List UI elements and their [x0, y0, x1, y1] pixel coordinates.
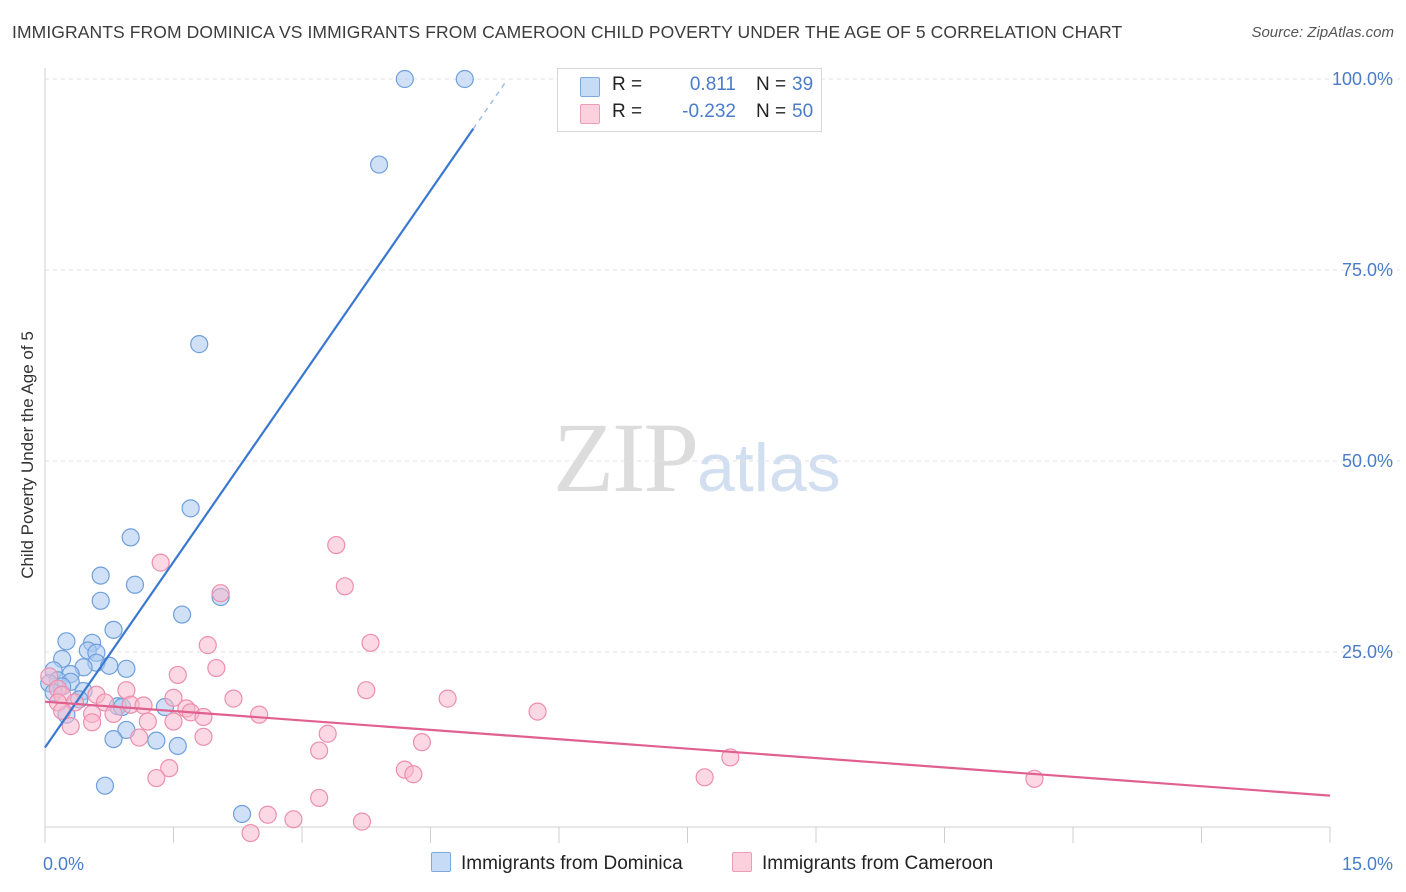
cameroon-point — [412, 733, 432, 752]
cameroon-point — [310, 788, 329, 808]
cameroon-point — [438, 689, 457, 708]
dominica-point — [95, 776, 115, 795]
legend-r-value: 0.811 — [689, 74, 736, 95]
cameroon-point — [335, 577, 354, 596]
dominica-point — [91, 566, 110, 585]
cameroon-point — [194, 707, 213, 727]
bottom-legend-swatch-cameroon — [732, 852, 752, 872]
watermark: ZIPatlas — [553, 400, 841, 515]
cameroon-point — [258, 805, 277, 824]
y-tick-label: 75.0% — [1342, 260, 1393, 280]
cameroon-point — [130, 728, 149, 747]
dominica-point — [181, 499, 200, 518]
cameroon-point — [318, 724, 337, 743]
bottom-legend-label-dominica: Immigrants from Dominica — [461, 853, 683, 874]
source-label: Source: ZipAtlas.com — [1251, 24, 1394, 41]
dominica-point — [104, 620, 123, 639]
dominica-point — [91, 591, 110, 610]
cameroon-point — [134, 696, 153, 715]
legend-r-value: -0.232 — [682, 101, 736, 122]
cameroon-point — [138, 712, 157, 731]
y-tick-label: 100.0% — [1332, 69, 1393, 89]
cameroon-point — [211, 584, 230, 603]
dominica-trend-extension — [472, 78, 509, 130]
cameroon-point — [194, 727, 213, 746]
dominica-point — [370, 155, 389, 174]
bottom-legend-dominica: Immigrants from Dominica — [431, 852, 683, 875]
legend-n-value: 39 — [792, 74, 814, 95]
bottom-legend-swatch-dominica — [431, 852, 451, 872]
x-tick-label: 15.0% — [1342, 854, 1393, 874]
legend-swatch-dominica — [580, 77, 600, 97]
cameroon-point — [241, 823, 260, 843]
cameroon-point — [250, 705, 269, 724]
cameroon-point — [357, 681, 376, 700]
bottom-legend-cameroon: Immigrants from Cameroon — [732, 852, 993, 875]
dominica-point — [455, 69, 474, 89]
dominica-point — [125, 575, 145, 594]
correlation-legend: R = 0.811 N = 39 R = -0.232 N = 50 — [557, 68, 822, 132]
dominica-point — [172, 605, 192, 624]
y-tick-label: 25.0% — [1342, 642, 1393, 662]
dominica-point — [100, 656, 119, 675]
dominica-point — [104, 729, 123, 749]
bottom-legend-label-cameroon: Immigrants from Cameroon — [762, 853, 994, 874]
cameroon-point — [168, 665, 187, 685]
cameroon-point — [83, 713, 102, 732]
dominica-point — [232, 804, 252, 824]
cameroon-point — [164, 712, 183, 731]
cameroon-point — [104, 704, 123, 723]
cameroon-point — [695, 768, 714, 787]
cameroon-point — [198, 636, 217, 655]
cameroon-point — [160, 759, 179, 778]
dominica-point — [57, 632, 76, 651]
cameroon-point — [310, 741, 329, 760]
cameroon-point — [361, 633, 380, 652]
watermark-atlas: atlas — [697, 430, 841, 506]
cameroon-point — [151, 553, 170, 572]
y-tick-label: 50.0% — [1342, 451, 1393, 471]
chart-title: IMMIGRANTS FROM DOMINICA VS IMMIGRANTS F… — [12, 22, 1123, 42]
dominica-point — [395, 69, 414, 89]
legend-r-label: R = — [612, 101, 643, 122]
cameroon-point — [61, 717, 80, 736]
dominica-point — [190, 335, 209, 354]
x-tick-label: 0.0% — [43, 854, 84, 874]
cameroon-point — [284, 810, 303, 829]
legend-n-value: 50 — [792, 101, 814, 122]
cameroon-point — [528, 702, 547, 721]
legend-swatch-cameroon — [580, 104, 600, 124]
dominica-point — [168, 736, 187, 756]
dominica-point — [117, 659, 136, 678]
legend-r-label: R = — [612, 74, 643, 95]
cameroon-trend-line — [44, 700, 1331, 797]
dominica-point — [147, 731, 166, 750]
cameroon-point — [53, 701, 72, 720]
legend-n-label: N = — [756, 101, 787, 122]
cameroon-point — [147, 768, 166, 788]
watermark-zip: ZIP — [553, 402, 699, 513]
cameroon-point — [352, 812, 372, 831]
cameroon-point — [327, 535, 346, 555]
cameroon-point — [224, 689, 243, 708]
legend-n-label: N = — [756, 74, 787, 95]
cameroon-point — [404, 765, 423, 784]
dominica-trend-line — [44, 128, 475, 749]
cameroon-point — [207, 658, 226, 678]
dominica-point — [121, 528, 140, 547]
cameroon-point — [164, 688, 183, 707]
